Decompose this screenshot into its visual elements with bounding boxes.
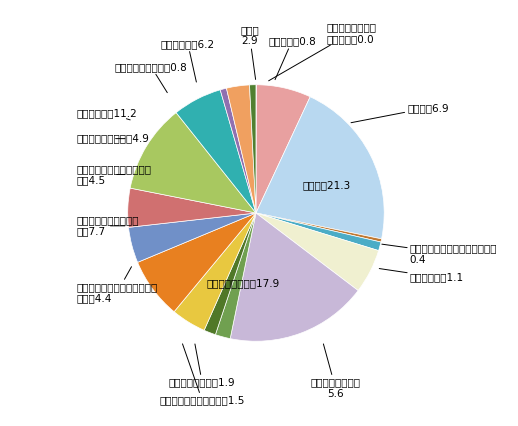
Wedge shape [128,213,256,262]
Text: 宿泊業，飲食サービス
業，7.7: 宿泊業，飲食サービス 業，7.7 [77,215,139,236]
Wedge shape [215,213,256,339]
Wedge shape [130,112,256,213]
Text: 生活関連サービス業，娯楽
業，4.5: 生活関連サービス業，娯楽 業，4.5 [77,164,151,185]
Text: 不動産業，物品賃貸業，1.5: 不動産業，物品賃貸業，1.5 [160,344,245,405]
Text: 電気・ガス・熱供給・水道業，
0.4: 電気・ガス・熱供給・水道業， 0.4 [382,243,497,265]
Text: 製造業，21.3: 製造業，21.3 [303,180,351,190]
Wedge shape [256,213,381,250]
Text: 卸売業，小売業，17.9: 卸売業，小売業，17.9 [207,279,280,288]
Wedge shape [128,188,256,227]
Wedge shape [256,213,382,242]
Text: 複合サービス事業，0.8: 複合サービス事業，0.8 [115,62,188,92]
Wedge shape [220,88,256,213]
Text: 鉱業，採石業，砂
利採取業，0.0: 鉱業，採石業，砂 利採取業，0.0 [269,22,377,81]
Wedge shape [174,213,256,330]
Wedge shape [256,97,384,239]
Text: 医療，福祉，11.2: 医療，福祉，11.2 [77,108,137,120]
Wedge shape [138,213,256,312]
Text: 運輸業，郵便業，
5.6: 運輸業，郵便業， 5.6 [310,344,361,399]
Text: 学術研究，専門・技術サービ
ス業，4.4: 学術研究，専門・技術サービ ス業，4.4 [77,267,157,303]
Wedge shape [256,213,379,291]
Text: 金融業，保険業，1.9: 金融業，保険業，1.9 [169,344,235,387]
Wedge shape [256,85,310,213]
Wedge shape [204,213,256,335]
Wedge shape [226,85,256,213]
Text: 教育，学習支援業，4.9: 教育，学習支援業，4.9 [77,134,149,144]
Wedge shape [230,213,358,341]
Text: 公務，
2.9: 公務， 2.9 [240,25,259,79]
Text: 建設業，6.9: 建設業，6.9 [351,103,449,123]
Text: サービス業，6.2: サービス業，6.2 [161,39,215,82]
Wedge shape [250,85,256,213]
Text: 情報通信業，1.1: 情報通信業，1.1 [379,268,464,282]
Wedge shape [176,90,256,213]
Text: 農林漁業，0.8: 農林漁業，0.8 [268,36,316,80]
